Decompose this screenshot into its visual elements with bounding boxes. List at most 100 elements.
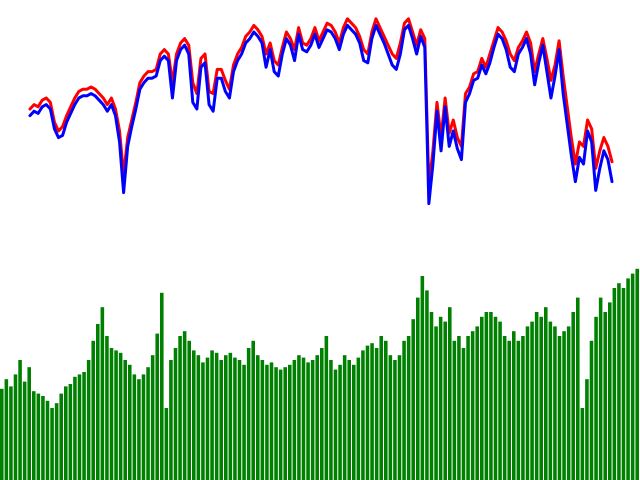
volume-bar bbox=[484, 312, 489, 480]
volume-bar bbox=[342, 355, 347, 480]
volume-bar bbox=[45, 400, 50, 480]
volume-bar bbox=[315, 355, 319, 480]
volume-bar bbox=[219, 360, 223, 480]
volume-bar bbox=[128, 364, 132, 480]
volume-bar bbox=[36, 393, 41, 480]
volume-bar bbox=[598, 297, 603, 480]
volume-bar bbox=[109, 348, 114, 480]
volume-bar bbox=[9, 386, 13, 480]
volume-bar bbox=[379, 336, 383, 480]
volume-bar bbox=[365, 345, 370, 480]
volume-bar bbox=[557, 336, 562, 480]
volume-bar bbox=[630, 273, 635, 480]
volume-bar bbox=[489, 312, 493, 480]
volume-bar bbox=[333, 369, 338, 480]
volume-bar bbox=[402, 340, 406, 480]
volume-bar bbox=[612, 288, 617, 480]
volume-bar bbox=[274, 367, 278, 480]
volume-bar bbox=[411, 319, 415, 480]
volume-bar bbox=[137, 379, 141, 480]
volume-bar bbox=[617, 283, 621, 480]
volume-bar bbox=[228, 352, 233, 480]
volume-bar bbox=[169, 360, 173, 480]
volume-bar bbox=[603, 312, 607, 480]
volume-bar bbox=[324, 336, 329, 480]
volume-bar bbox=[205, 357, 210, 480]
volume-bar bbox=[59, 393, 63, 480]
volume-bar bbox=[73, 376, 77, 480]
volume-bar bbox=[429, 312, 434, 480]
volume-bar bbox=[146, 367, 150, 480]
volume-bar bbox=[155, 333, 159, 480]
volume-bar bbox=[54, 403, 59, 480]
volume-bar bbox=[96, 324, 100, 480]
volume-bar bbox=[123, 360, 127, 480]
price-lines bbox=[28, 17, 614, 206]
volume-bar bbox=[310, 360, 315, 480]
volume-bar bbox=[301, 357, 306, 480]
volume-bar bbox=[539, 316, 543, 480]
volume-bar bbox=[466, 336, 470, 480]
volume-bar bbox=[420, 276, 425, 480]
volume-bar bbox=[160, 292, 164, 480]
volume-bar bbox=[361, 350, 365, 480]
volume-bar bbox=[566, 326, 571, 480]
volume-bar bbox=[347, 360, 351, 480]
volume-bar bbox=[580, 408, 585, 480]
volume-bar bbox=[214, 352, 219, 480]
volume-bar bbox=[329, 360, 333, 480]
volume-bar bbox=[18, 360, 22, 480]
volume-bar bbox=[621, 288, 626, 480]
volume-bar bbox=[507, 340, 511, 480]
volume-bar bbox=[22, 381, 27, 480]
volume-bar bbox=[438, 316, 443, 480]
volume-bar bbox=[196, 355, 201, 480]
volume-bar bbox=[576, 297, 580, 480]
volume-bar bbox=[114, 350, 118, 480]
volume-bar bbox=[608, 302, 612, 480]
volume-bar bbox=[288, 364, 292, 480]
volume-bar bbox=[4, 379, 9, 480]
volume-bar bbox=[571, 312, 575, 480]
volume-bar bbox=[338, 364, 342, 480]
volume-bar bbox=[406, 336, 411, 480]
volume-bar bbox=[635, 268, 639, 480]
volume-bar bbox=[589, 340, 594, 480]
volume-bar bbox=[41, 396, 45, 480]
volume-bar bbox=[242, 364, 246, 480]
volume-bar bbox=[498, 321, 502, 480]
volume-bar bbox=[178, 336, 182, 480]
volume-bar bbox=[201, 362, 205, 480]
volume-bar bbox=[265, 364, 269, 480]
volume-bar bbox=[516, 340, 521, 480]
volume-bar bbox=[452, 340, 457, 480]
volume-bar bbox=[475, 326, 479, 480]
volume-bar bbox=[68, 384, 73, 480]
volume-bar bbox=[594, 316, 598, 480]
volume-bar bbox=[626, 278, 630, 480]
volume-bar bbox=[562, 331, 566, 480]
volume-bar bbox=[237, 360, 242, 480]
volume-bar bbox=[553, 326, 557, 480]
volume-bar bbox=[224, 355, 228, 480]
volume-bar bbox=[13, 374, 18, 480]
volume-bar bbox=[493, 316, 498, 480]
volume-bar bbox=[585, 379, 589, 480]
volume-bar bbox=[480, 316, 484, 480]
volume-bar bbox=[457, 336, 461, 480]
volume-bar bbox=[548, 321, 553, 480]
volume-bar bbox=[397, 355, 402, 480]
volume-bar bbox=[210, 350, 214, 480]
volume-bar bbox=[448, 307, 452, 480]
volume-bar bbox=[370, 343, 374, 480]
volume-bar bbox=[27, 367, 31, 480]
volume-bar bbox=[352, 364, 356, 480]
volume-bar bbox=[150, 355, 155, 480]
volume-bar bbox=[356, 357, 361, 480]
volume-bar bbox=[251, 340, 255, 480]
volume-bar bbox=[173, 348, 178, 480]
volume-bar bbox=[256, 355, 260, 480]
volume-bars bbox=[0, 268, 639, 480]
